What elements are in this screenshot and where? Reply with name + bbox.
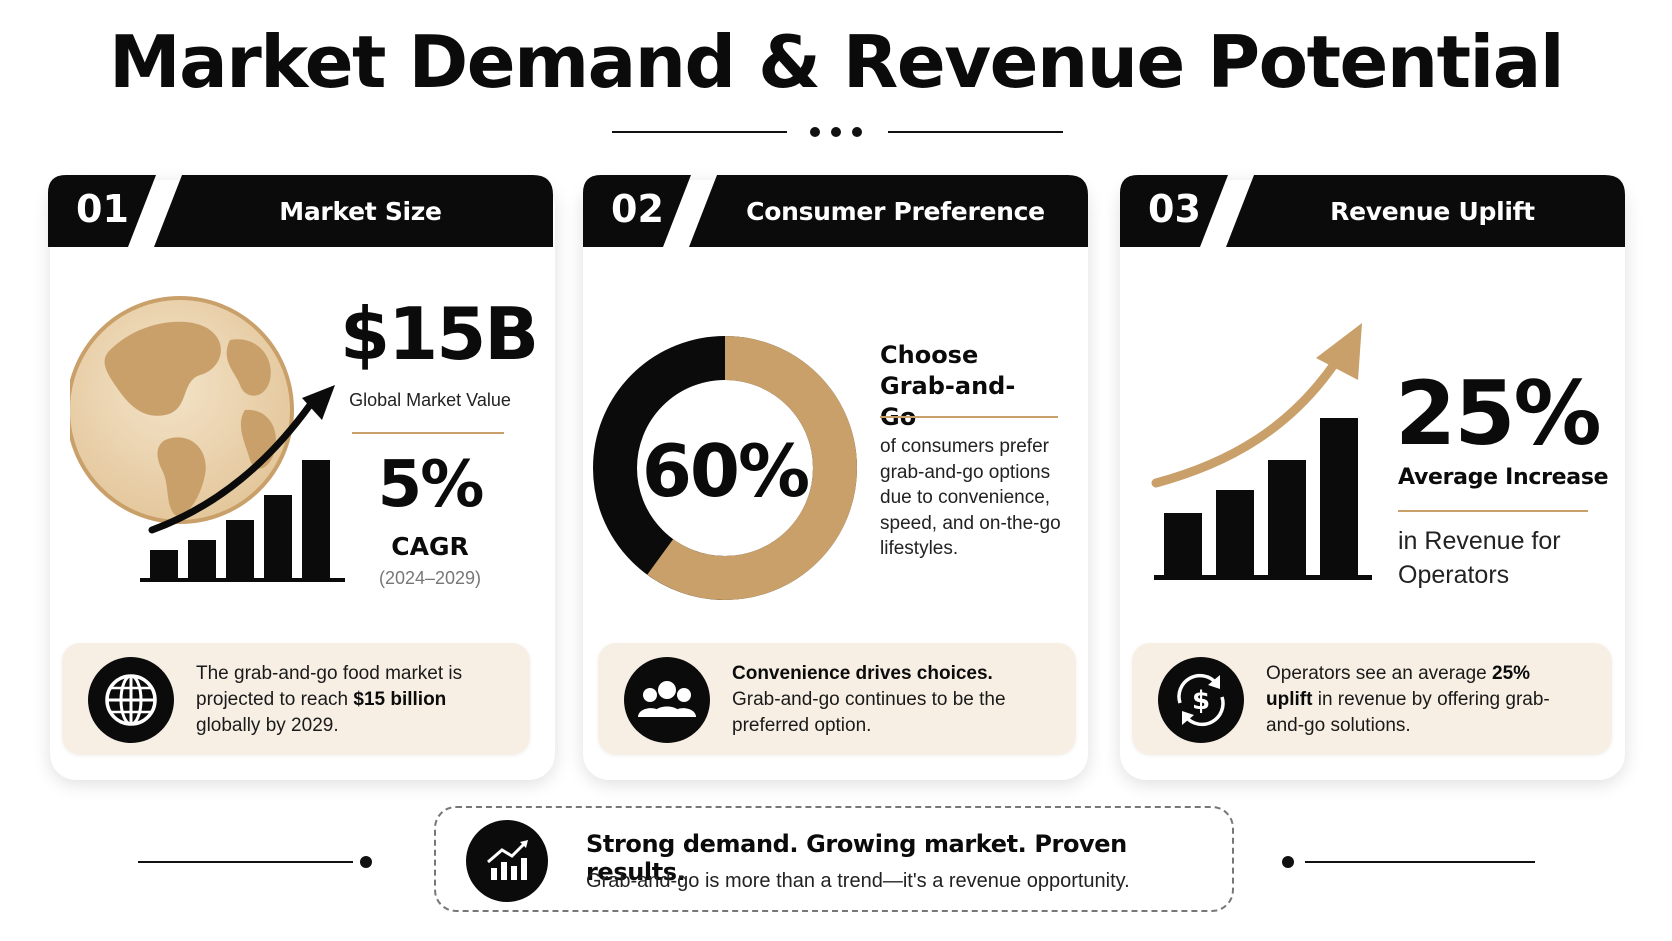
cagr-stat: 5% (377, 448, 485, 522)
card-divider (1398, 510, 1588, 512)
revenue-increase-stat: 25% (1395, 362, 1602, 465)
footer-dot-right (1282, 856, 1294, 868)
note-text: Convenience drives choices. Grab-and-go c… (732, 663, 1006, 736)
preference-description: of consumers prefer grab-and-go options … (880, 436, 1061, 559)
footer-tagline: Grab-and-go is more than a trend—it's a … (586, 870, 1130, 892)
trend-chart-icon (466, 820, 548, 902)
card-number: 03 (1148, 187, 1201, 231)
donut-value: 60% (642, 429, 808, 513)
revenue-description: in Revenue for Operators (1398, 527, 1561, 589)
card-divider (352, 432, 504, 434)
card-number: 02 (611, 187, 664, 231)
card-title: Market Size (279, 197, 442, 226)
card-header-market-size: 01 Market Size (48, 175, 553, 247)
card-number: 01 (76, 187, 129, 231)
page-title: Market Demand & Revenue Potential (109, 20, 1565, 104)
cagr-range: (2024–2029) (378, 568, 482, 588)
footer-headline: Strong demand. Growing market. Proven re… (586, 830, 1127, 886)
preference-headline: Choose Grab-and-Go (880, 341, 1016, 431)
card-title: Consumer Preference (746, 197, 1045, 226)
market-value-caption: Global Market Value (349, 390, 511, 410)
note-text: Operators see an average 25% uplift in r… (1266, 663, 1550, 736)
donut-share-arc (593, 336, 857, 600)
footer-dot-left (360, 856, 372, 868)
card-note-market-size: The grab-and-go food market is projected… (62, 643, 530, 755)
dollar-cycle-icon: $ (1158, 657, 1244, 743)
card-note-revenue-uplift: $ Operators see an average 25% uplift in… (1132, 643, 1612, 755)
footer-line-left (138, 861, 353, 863)
market-value-stat: $15B (340, 292, 539, 376)
svg-text:$: $ (1192, 686, 1210, 716)
rising-bar-chart-icon (1151, 323, 1372, 580)
note-text: The grab-and-go food market is projected… (196, 663, 463, 736)
card-note-consumer-preference: Convenience drives choices. Grab-and-go c… (598, 643, 1076, 755)
footer-line-right (1305, 861, 1535, 863)
revenue-increase-caption: Average Increase (1398, 465, 1609, 490)
card-header-revenue-uplift: 03 Revenue Uplift (1120, 175, 1625, 247)
footer-callout: Strong demand. Growing market. Proven re… (434, 806, 1234, 912)
card-title: Revenue Uplift (1330, 197, 1535, 226)
title-divider (0, 118, 1672, 146)
cagr-label: CAGR (391, 532, 469, 561)
card-header-consumer-preference: 02 Consumer Preference (583, 175, 1088, 247)
globe-bar-chart-icon (70, 296, 345, 582)
globe-icon (88, 657, 174, 743)
card-divider (880, 416, 1058, 418)
preference-donut-chart: 60% (593, 336, 857, 600)
people-icon (624, 657, 710, 743)
